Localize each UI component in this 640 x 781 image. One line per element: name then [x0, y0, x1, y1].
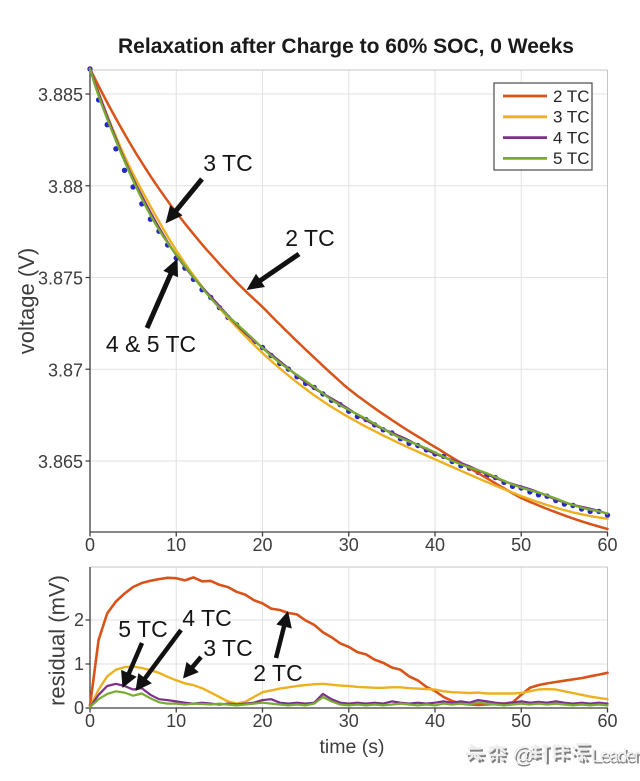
svg-text:@: @ — [512, 744, 533, 767]
svg-text:2 TC: 2 TC — [253, 660, 302, 686]
svg-text:20: 20 — [252, 711, 272, 731]
svg-text:5 TC: 5 TC — [118, 616, 167, 642]
svg-text:4 TC: 4 TC — [553, 128, 590, 147]
svg-text:30: 30 — [339, 711, 359, 731]
svg-text:3.885: 3.885 — [38, 85, 83, 105]
svg-text:30: 30 — [339, 535, 359, 555]
svg-text:Leader: Leader — [591, 745, 640, 766]
svg-text:10: 10 — [166, 711, 186, 731]
svg-text:4 & 5 TC: 4 & 5 TC — [106, 331, 196, 357]
svg-text:1: 1 — [74, 654, 84, 674]
svg-text:0: 0 — [74, 698, 84, 718]
svg-text:40: 40 — [425, 535, 445, 555]
svg-text:60: 60 — [597, 711, 617, 731]
svg-text:3.875: 3.875 — [38, 269, 83, 289]
svg-text:0: 0 — [85, 535, 95, 555]
svg-text:50: 50 — [511, 535, 531, 555]
svg-text:@: @ — [514, 745, 535, 768]
svg-text:60: 60 — [597, 535, 617, 555]
svg-text:40: 40 — [425, 711, 445, 731]
svg-text:2: 2 — [74, 610, 84, 630]
svg-text:3 TC: 3 TC — [203, 150, 252, 176]
svg-text:2 TC: 2 TC — [553, 87, 590, 106]
svg-text:Relaxation after Charge to 60%: Relaxation after Charge to 60% SOC, 0 We… — [118, 35, 574, 58]
svg-text:voltage (V): voltage (V) — [14, 248, 39, 354]
svg-text:0: 0 — [85, 711, 95, 731]
svg-text:3.88: 3.88 — [48, 177, 83, 197]
svg-text:20: 20 — [252, 535, 272, 555]
svg-text:3.87: 3.87 — [48, 360, 83, 380]
svg-text:50: 50 — [511, 711, 531, 731]
svg-text:10: 10 — [166, 535, 186, 555]
svg-text:2 TC: 2 TC — [285, 225, 334, 251]
svg-text:3.865: 3.865 — [38, 452, 83, 472]
svg-text:5 TC: 5 TC — [553, 149, 590, 168]
svg-text:time (s): time (s) — [320, 736, 385, 758]
svg-text:3 TC: 3 TC — [553, 108, 590, 127]
svg-text:3 TC: 3 TC — [203, 635, 252, 661]
svg-text:Leader: Leader — [593, 746, 640, 767]
svg-text:4 TC: 4 TC — [182, 605, 231, 631]
svg-text:residual (mV): residual (mV) — [45, 575, 70, 706]
